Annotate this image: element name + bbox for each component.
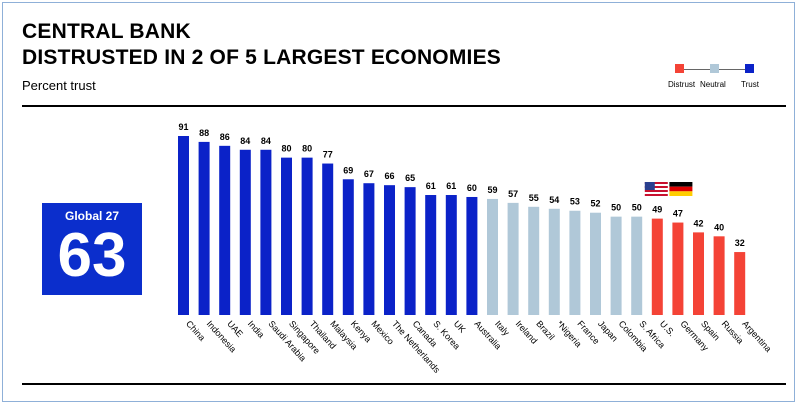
legend-swatch-distrust: [675, 64, 684, 73]
value-label-the-netherlands: 66: [384, 171, 394, 181]
us-flag-stripe: [644, 190, 668, 192]
bar-colombia: [610, 216, 622, 315]
bar-spain: [693, 232, 704, 315]
global-average-box: Global 27 63: [42, 203, 142, 295]
bar-india: [239, 149, 251, 315]
value-label-germany: 47: [673, 209, 683, 219]
us-flag-stripe: [644, 182, 668, 184]
bar-argentina: [734, 252, 746, 315]
legend-label-neutral: Neutral: [700, 80, 726, 89]
bar-indonesia: [198, 141, 210, 315]
value-label-malaysia: 77: [323, 150, 333, 160]
value-label-u-s: 49: [652, 205, 662, 215]
title-line-2: DISTRUSTED IN 2 OF 5 LARGEST ECONOMIES: [22, 46, 501, 69]
value-label-saudi-arabia: 84: [261, 136, 271, 146]
value-label-spain: 42: [693, 218, 703, 228]
legend-label-distrust: Distrust: [668, 80, 696, 89]
us-flag-stripe: [644, 192, 668, 194]
legend-swatch-neutral: [710, 64, 719, 73]
value-label-thailand: 80: [302, 144, 312, 154]
category-label-ireland: Ireland: [514, 319, 540, 346]
bar-france: [569, 210, 581, 315]
bar-uk: [445, 195, 457, 315]
bottom-rule: [22, 383, 786, 385]
value-label-s-africa: 50: [632, 203, 642, 213]
bar-nigeria: [548, 208, 560, 315]
bar-brazil: [528, 206, 540, 315]
bar-singapore: [281, 157, 292, 315]
value-label-uk: 61: [446, 181, 456, 191]
us-flag-icon: [644, 182, 668, 196]
category-label-russia: Russia: [720, 319, 746, 346]
value-label-nigeria: 54: [549, 195, 559, 205]
value-label-china: 91: [178, 122, 188, 132]
bar-thailand: [301, 157, 313, 315]
legend-swatch-trust: [745, 64, 754, 73]
value-label-brazil: 55: [529, 193, 539, 203]
bar-japan: [590, 212, 601, 315]
value-label-ireland: 57: [508, 189, 518, 199]
bar-kenya: [342, 179, 354, 315]
value-label-india: 84: [240, 136, 250, 146]
value-label-argentina: 32: [735, 238, 745, 248]
value-label-indonesia: 88: [199, 128, 209, 138]
value-label-italy: 59: [487, 185, 497, 195]
bar-canada: [404, 187, 416, 315]
title-line-1: CENTRAL BANK: [22, 20, 191, 43]
germany-flag-icon: [669, 182, 693, 196]
bar-australia: [466, 196, 478, 315]
bar-uae: [219, 145, 231, 315]
value-label-uae: 86: [220, 132, 230, 142]
germany-flag-stripe: [669, 182, 693, 187]
germany-flag-stripe: [669, 191, 693, 196]
value-label-japan: 52: [590, 199, 600, 209]
global-value: 63: [57, 221, 127, 290]
value-label-canada: 65: [405, 173, 415, 183]
value-label-mexico: 67: [364, 169, 374, 179]
category-label-argentina: Argentina: [740, 319, 773, 354]
germany-flag-stripe: [669, 186, 693, 192]
bar-s-africa: [631, 216, 643, 315]
us-flag-stripe: [644, 184, 668, 186]
category-label-india: India: [246, 319, 267, 340]
category-label-china: China: [184, 319, 207, 343]
bar-russia: [713, 236, 725, 315]
us-flag-canton: [644, 182, 655, 190]
chart-frame: [2, 2, 795, 402]
legend-label-trust: Trust: [741, 80, 759, 89]
bar-u-s: [651, 218, 663, 315]
bar-malaysia: [322, 163, 334, 315]
global-label: Global 27: [64, 209, 120, 223]
us-flag-stripe: [644, 186, 668, 188]
value-label-russia: 40: [714, 222, 724, 232]
bar-italy: [487, 198, 498, 315]
bar-germany: [672, 222, 684, 315]
value-label-australia: 60: [467, 183, 477, 193]
bar-the-netherlands: [384, 185, 395, 315]
bar-ireland: [507, 202, 519, 315]
value-label-singapore: 80: [281, 144, 291, 154]
bar-mexico: [363, 183, 375, 315]
bar-saudi-arabia: [260, 149, 272, 315]
top-rule: [22, 105, 786, 107]
value-label-france: 53: [570, 197, 580, 207]
us-flag-stripe: [644, 188, 668, 190]
legend: Distrust Neutral Trust: [668, 62, 770, 92]
category-label-uk: UK: [452, 319, 468, 335]
value-label-s-korea: 61: [426, 181, 436, 191]
bar-china: [178, 136, 189, 315]
subtitle: Percent trust: [22, 78, 96, 93]
value-label-colombia: 50: [611, 203, 621, 213]
us-flag-stripe: [644, 194, 668, 196]
bar-s-korea: [425, 195, 437, 315]
value-label-kenya: 69: [343, 165, 353, 175]
